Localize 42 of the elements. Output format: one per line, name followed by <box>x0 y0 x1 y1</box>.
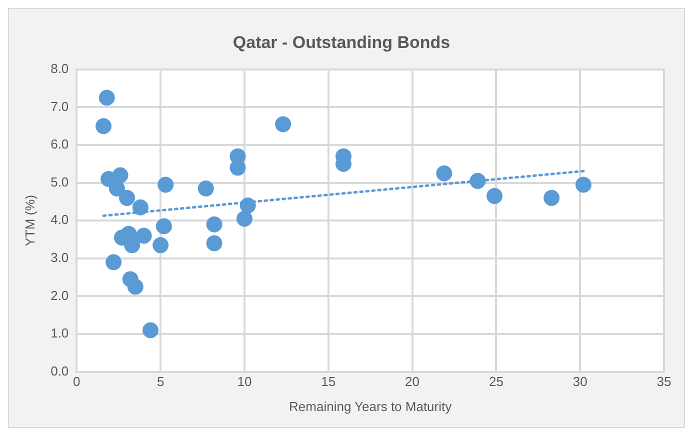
point <box>96 118 112 134</box>
y-tick-label: 7.0 <box>50 98 69 114</box>
y-axis-title: YTM (%) <box>22 194 38 246</box>
y-tick-label: 8.0 <box>50 60 69 76</box>
y-tick-label: 5.0 <box>50 174 69 190</box>
y-tick-label: 2.0 <box>50 288 69 303</box>
point <box>127 278 144 295</box>
y-tick-label: 6.0 <box>50 136 69 152</box>
point <box>158 176 174 193</box>
point <box>112 167 128 184</box>
x-tick-label: 25 <box>488 374 504 390</box>
point <box>198 180 214 196</box>
point <box>136 228 152 244</box>
point <box>544 190 560 206</box>
point <box>275 116 292 132</box>
x-tick-label: 5 <box>156 374 164 390</box>
point <box>106 254 122 270</box>
point <box>236 210 252 227</box>
point <box>206 235 222 252</box>
point <box>119 190 136 206</box>
x-axis-title: Remaining Years to Maturity <box>289 398 452 414</box>
point <box>486 188 503 204</box>
x-tick-label: 20 <box>405 374 420 390</box>
point <box>152 237 169 254</box>
x-tick-label: 30 <box>572 374 588 390</box>
y-tick-label: 3.0 <box>50 250 69 265</box>
point <box>132 199 148 216</box>
point <box>575 176 592 193</box>
y-tick-label: 1.0 <box>50 326 69 341</box>
point <box>142 322 159 338</box>
y-tick-label: 4.0 <box>50 212 69 228</box>
x-tick-label: 15 <box>321 374 336 390</box>
x-tick-label: 10 <box>237 374 252 390</box>
point <box>156 218 172 234</box>
y-tick-label: 0.0 <box>50 363 69 378</box>
point <box>436 165 452 182</box>
chart-title: Qatar - Outstanding Bonds <box>232 32 450 52</box>
point <box>98 90 115 106</box>
point <box>206 216 222 232</box>
x-tick-label: 0 <box>73 374 80 390</box>
point <box>124 237 140 254</box>
x-tick-label: 35 <box>656 374 672 390</box>
